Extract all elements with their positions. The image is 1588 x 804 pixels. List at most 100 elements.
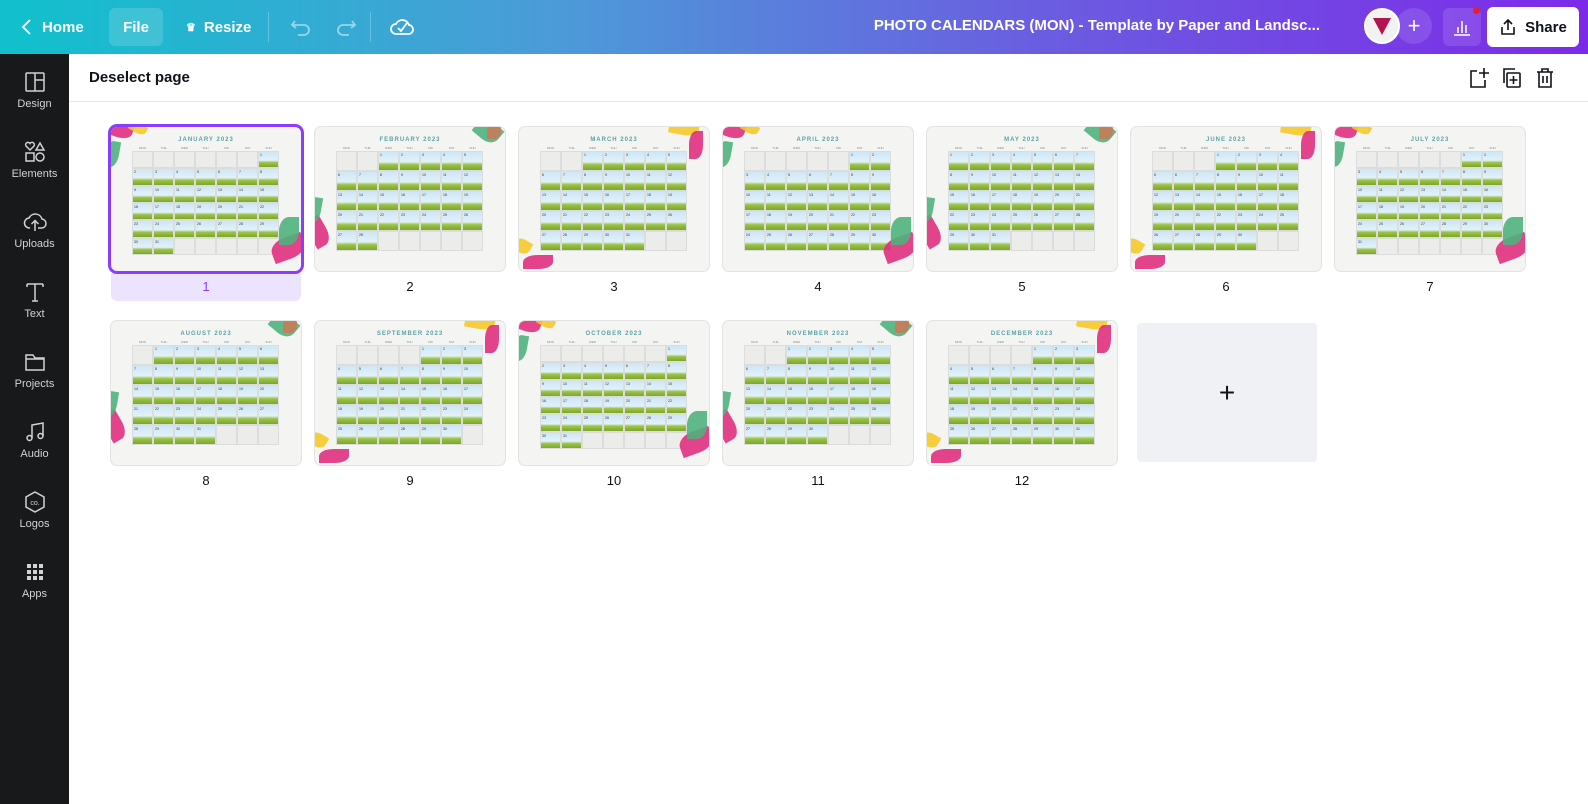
resize-label: Resize <box>203 18 252 36</box>
calendar-page-preview[interactable]: JULY 2023 MON TUE WED THU FRI SAT SUN 1 2 3 4 5 6 7 8 9 1… <box>1335 127 1525 271</box>
delete-page-icon[interactable] <box>1533 66 1557 90</box>
weekday-label: FRI <box>632 146 637 150</box>
calendar-page-preview[interactable]: OCTOBER 2023 MON TUE WED THU FRI SAT SUN 1 2 3 4 5 6 7… <box>519 321 709 465</box>
day-cell <box>420 231 441 251</box>
calendar-page-preview[interactable]: DECEMBER 2023 MON TUE WED THU FRI SAT SUN 1 2 3 4 5 6… <box>927 321 1117 465</box>
day-cell: 6 <box>807 171 828 191</box>
sidebar-item-logos[interactable]: co. Logos <box>0 490 69 550</box>
deselect-page-button[interactable]: Deselect page <box>89 69 190 86</box>
weekday-label: THU <box>610 340 617 344</box>
weekday-label: FRI <box>428 146 433 150</box>
sidebar-item-uploads[interactable]: Uploads <box>0 210 69 270</box>
calendar-page-preview[interactable]: AUGUST 2023 MON TUE WED THU FRI SAT SUN 1 2 3 4 5 6 7 8… <box>111 321 301 465</box>
day-cell: 4 <box>216 345 237 365</box>
day-cell: 18 <box>216 385 237 405</box>
day-cell: 28 <box>237 220 258 238</box>
day-cell: 7 <box>357 171 378 191</box>
day-cell: 14 <box>237 185 258 203</box>
page-thumbnail-6[interactable]: JUNE 2023 MON TUE WED THU FRI SAT SUN 1 2 3 4 5 6 7 8 9 1… <box>1131 127 1321 301</box>
weekday-label: THU <box>406 146 413 150</box>
day-cell <box>336 345 357 365</box>
weekday-label: THU <box>1426 146 1433 150</box>
page-toolbar: Deselect page <box>69 54 1588 102</box>
insights-button[interactable] <box>1443 8 1481 46</box>
day-cell <box>786 151 807 171</box>
calendar-page-preview[interactable]: APRIL 2023 MON TUE WED THU FRI SAT SUN 1 2 3 4 5 6 7 8 9… <box>723 127 913 271</box>
day-cell: 27 <box>1053 211 1074 231</box>
sidebar-item-apps[interactable]: Apps <box>0 560 69 620</box>
avatar[interactable] <box>1364 8 1400 44</box>
day-cell: 22 <box>582 211 603 231</box>
day-cell <box>1419 237 1440 255</box>
share-button[interactable]: Share <box>1487 7 1579 47</box>
home-button[interactable]: Home <box>10 8 94 46</box>
day-cell: 31 <box>1356 237 1377 255</box>
day-cell: 30 <box>540 431 561 449</box>
day-cell: 7 <box>1074 151 1095 171</box>
undo-button[interactable] <box>280 8 322 46</box>
sidebar-item-audio[interactable]: Audio <box>0 420 69 480</box>
day-cell: 29 <box>582 231 603 251</box>
day-cell: 28 <box>1011 425 1032 445</box>
page-thumbnail-2[interactable]: FEBRUARY 2023 MON TUE WED THU FRI SAT SUN 1 2 3 4 5 6… <box>315 127 505 301</box>
day-cell: 19 <box>462 191 483 211</box>
calendar-page-preview[interactable]: JUNE 2023 MON TUE WED THU FRI SAT SUN 1 2 3 4 5 6 7 8 9 1… <box>1131 127 1321 271</box>
add-page-button[interactable]: + <box>1137 323 1317 462</box>
day-cell <box>645 231 666 251</box>
day-cell: 1 <box>258 151 279 169</box>
day-cell: 19 <box>870 385 891 405</box>
day-cell: 5 <box>1398 168 1419 186</box>
day-cell: 27 <box>1173 231 1194 251</box>
day-cell: 17 <box>561 397 582 415</box>
weekday-label: WED <box>793 146 800 150</box>
month-title: FEBRUARY 2023 <box>379 137 441 143</box>
day-cell: 28 <box>828 231 849 251</box>
day-cell: 31 <box>1074 425 1095 445</box>
calendar-page-preview[interactable]: JANUARY 2023 MON TUE WED THU FRI SAT SUN 1 2 3 4 5 6 7… <box>111 127 301 271</box>
day-cell <box>645 345 666 363</box>
page-thumbnail-10[interactable]: OCTOBER 2023 MON TUE WED THU FRI SAT SUN 1 2 3 4 5 6 7… <box>519 321 709 495</box>
file-button[interactable]: File <box>109 8 163 46</box>
calendar-page-preview[interactable]: MARCH 2023 MON TUE WED THU FRI SAT SUN 1 2 3 4 5 6 7 8 9… <box>519 127 709 271</box>
divider <box>370 12 371 42</box>
day-cell <box>174 151 195 169</box>
sidebar-item-text[interactable]: Text <box>0 280 69 340</box>
day-cell: 25 <box>849 405 870 425</box>
day-cell: 6 <box>336 171 357 191</box>
sidebar-item-label: Design <box>17 98 52 110</box>
day-cell <box>849 425 870 445</box>
calendar-page-preview[interactable]: SEPTEMBER 2023 MON TUE WED THU FRI SAT SUN 1 2 3 4 5… <box>315 321 505 465</box>
page-number: 10 <box>606 473 622 488</box>
calendar-page-preview[interactable]: MAY 2023 MON TUE WED THU FRI SAT SUN 1 2 3 4 5 6 7 8 9 10… <box>927 127 1117 271</box>
document-title[interactable]: PHOTO CALENDARS (MON) - Template by Pape… <box>873 17 1320 34</box>
page-thumbnail-7[interactable]: JULY 2023 MON TUE WED THU FRI SAT SUN 1 2 3 4 5 6 7 8 9 1… <box>1335 127 1525 301</box>
day-cell: 10 <box>1074 365 1095 385</box>
page-thumbnail-11[interactable]: NOVEMBER 2023 MON TUE WED THU FRI SAT SUN 1 2 3 4 5 6… <box>723 321 913 495</box>
page-thumbnail-9[interactable]: SEPTEMBER 2023 MON TUE WED THU FRI SAT SUN 1 2 3 4 5… <box>315 321 505 495</box>
resize-button[interactable]: ♛ Resize <box>176 8 261 46</box>
day-cell: 3 <box>990 151 1011 171</box>
calendar-page-preview[interactable]: NOVEMBER 2023 MON TUE WED THU FRI SAT SUN 1 2 3 4 5 6… <box>723 321 913 465</box>
page-thumbnail-3[interactable]: MARCH 2023 MON TUE WED THU FRI SAT SUN 1 2 3 4 5 6 7 8 9… <box>519 127 709 301</box>
page-thumbnail-4[interactable]: APRIL 2023 MON TUE WED THU FRI SAT SUN 1 2 3 4 5 6 7 8 9… <box>723 127 913 301</box>
sidebar-item-elements[interactable]: Elements <box>0 140 69 200</box>
day-cell: 5 <box>357 365 378 385</box>
calendar-page-preview[interactable]: FEBRUARY 2023 MON TUE WED THU FRI SAT SUN 1 2 3 4 5 6… <box>315 127 505 271</box>
day-cell: 9 <box>540 379 561 397</box>
sidebar-item-design[interactable]: Design <box>0 70 69 130</box>
add-page-icon[interactable] <box>1467 66 1491 90</box>
save-status-button[interactable] <box>380 8 424 46</box>
page-thumbnail-12[interactable]: DECEMBER 2023 MON TUE WED THU FRI SAT SUN 1 2 3 4 5 6… <box>927 321 1117 495</box>
day-cell: 13 <box>1419 185 1440 203</box>
duplicate-page-icon[interactable] <box>1500 66 1524 90</box>
redo-button[interactable] <box>325 8 367 46</box>
page-thumbnail-8[interactable]: AUGUST 2023 MON TUE WED THU FRI SAT SUN 1 2 3 4 5 6 7 8… <box>111 321 301 495</box>
day-cell <box>765 345 786 365</box>
day-cell: 31 <box>990 231 1011 251</box>
page-thumbnail-5[interactable]: MAY 2023 MON TUE WED THU FRI SAT SUN 1 2 3 4 5 6 7 8 9 10… <box>927 127 1117 301</box>
add-collaborator-button[interactable]: + <box>1396 8 1432 44</box>
sidebar-item-projects[interactable]: Projects <box>0 350 69 410</box>
day-cell: 7 <box>132 365 153 385</box>
day-cell: 12 <box>1152 191 1173 211</box>
page-thumbnail-1[interactable]: JANUARY 2023 MON TUE WED THU FRI SAT SUN 1 2 3 4 5 6 7… <box>111 127 301 301</box>
